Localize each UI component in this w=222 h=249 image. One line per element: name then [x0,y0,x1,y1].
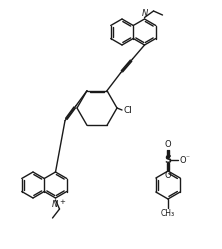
Text: N: N [141,9,148,18]
Text: O: O [165,171,171,180]
Text: N: N [51,199,58,208]
Text: Cl: Cl [123,106,132,115]
Text: S: S [165,155,172,165]
Text: ⁻: ⁻ [185,153,189,163]
Text: +: + [59,199,65,205]
Text: CH₃: CH₃ [161,209,175,218]
Text: O: O [165,140,171,149]
Text: O: O [179,155,186,165]
